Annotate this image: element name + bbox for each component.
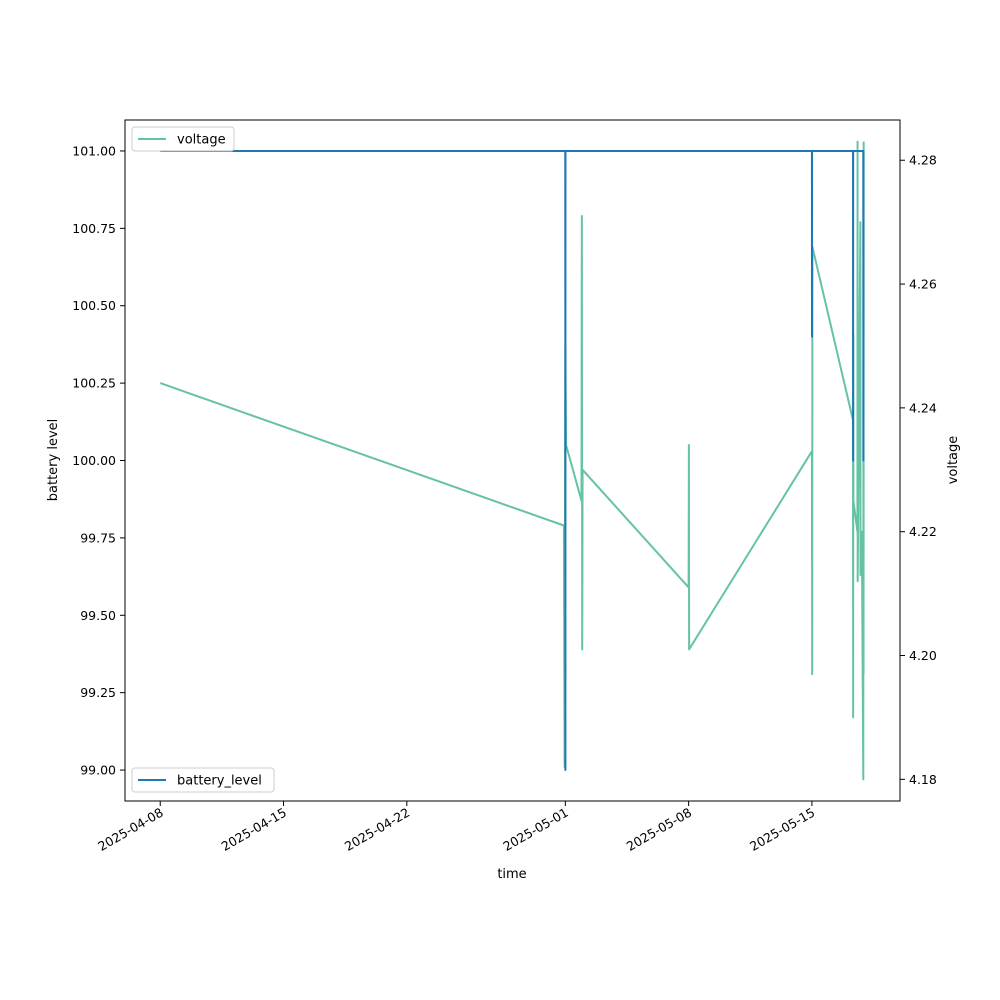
plot-lines	[159, 140, 865, 781]
y-right-tick-label: 4.26	[909, 277, 937, 292]
x-tick-label: 2025-05-08	[624, 805, 694, 854]
plot-frame	[124, 119, 901, 802]
x-axis-title: time	[497, 867, 526, 882]
legend-label-voltage: voltage	[177, 133, 226, 148]
x-tick-label: 2025-05-15	[747, 805, 817, 854]
y-right-tick-label: 4.22	[909, 524, 937, 539]
legend-voltage: voltage	[131, 126, 235, 152]
series-line-battery-level	[160, 149, 865, 772]
y-left-tick-label: 101.00	[72, 143, 116, 158]
y-left-tick-label: 100.75	[72, 221, 116, 236]
y-left-tick-label: 100.00	[72, 453, 116, 468]
y-left-tick-label: 100.25	[72, 376, 116, 391]
y-axis-right-title: voltage	[946, 436, 961, 485]
x-tick-label: 2025-04-15	[219, 805, 289, 854]
y-left-tick-label: 99.75	[80, 530, 116, 545]
y-left-tick-label: 99.25	[80, 685, 116, 700]
x-axis: 2025-04-08 2025-04-15 2025-04-22 2025-05-01…	[95, 801, 817, 854]
y-left-tick-label: 99.00	[80, 763, 116, 778]
y-axis-left-title: battery level	[46, 419, 61, 502]
y-right-tick-label: 4.28	[909, 153, 937, 168]
legend-battery-level: battery_level	[131, 767, 275, 793]
y-left-tick-label: 99.50	[80, 608, 116, 623]
y-right-tick-label: 4.24	[909, 400, 937, 415]
x-tick-label: 2025-04-08	[95, 805, 165, 854]
y-axis-left: 99.00 99.25 99.50 99.75 100.00 100.25 100.50 10…	[72, 143, 125, 778]
x-tick-label: 2025-05-01	[500, 805, 570, 854]
y-left-tick-label: 100.50	[72, 298, 116, 313]
series-line-voltage	[159, 140, 865, 781]
y-axis-right: 4.18 4.20 4.22 4.24 4.26 4.28	[900, 153, 937, 787]
legend-box	[131, 126, 235, 152]
x-tick-label: 2025-04-22	[342, 805, 412, 854]
legend-box	[131, 767, 275, 793]
y-right-tick-label: 4.20	[909, 648, 937, 663]
y-right-tick-label: 4.18	[909, 772, 937, 787]
legend-label-battery-level: battery_level	[177, 774, 262, 789]
